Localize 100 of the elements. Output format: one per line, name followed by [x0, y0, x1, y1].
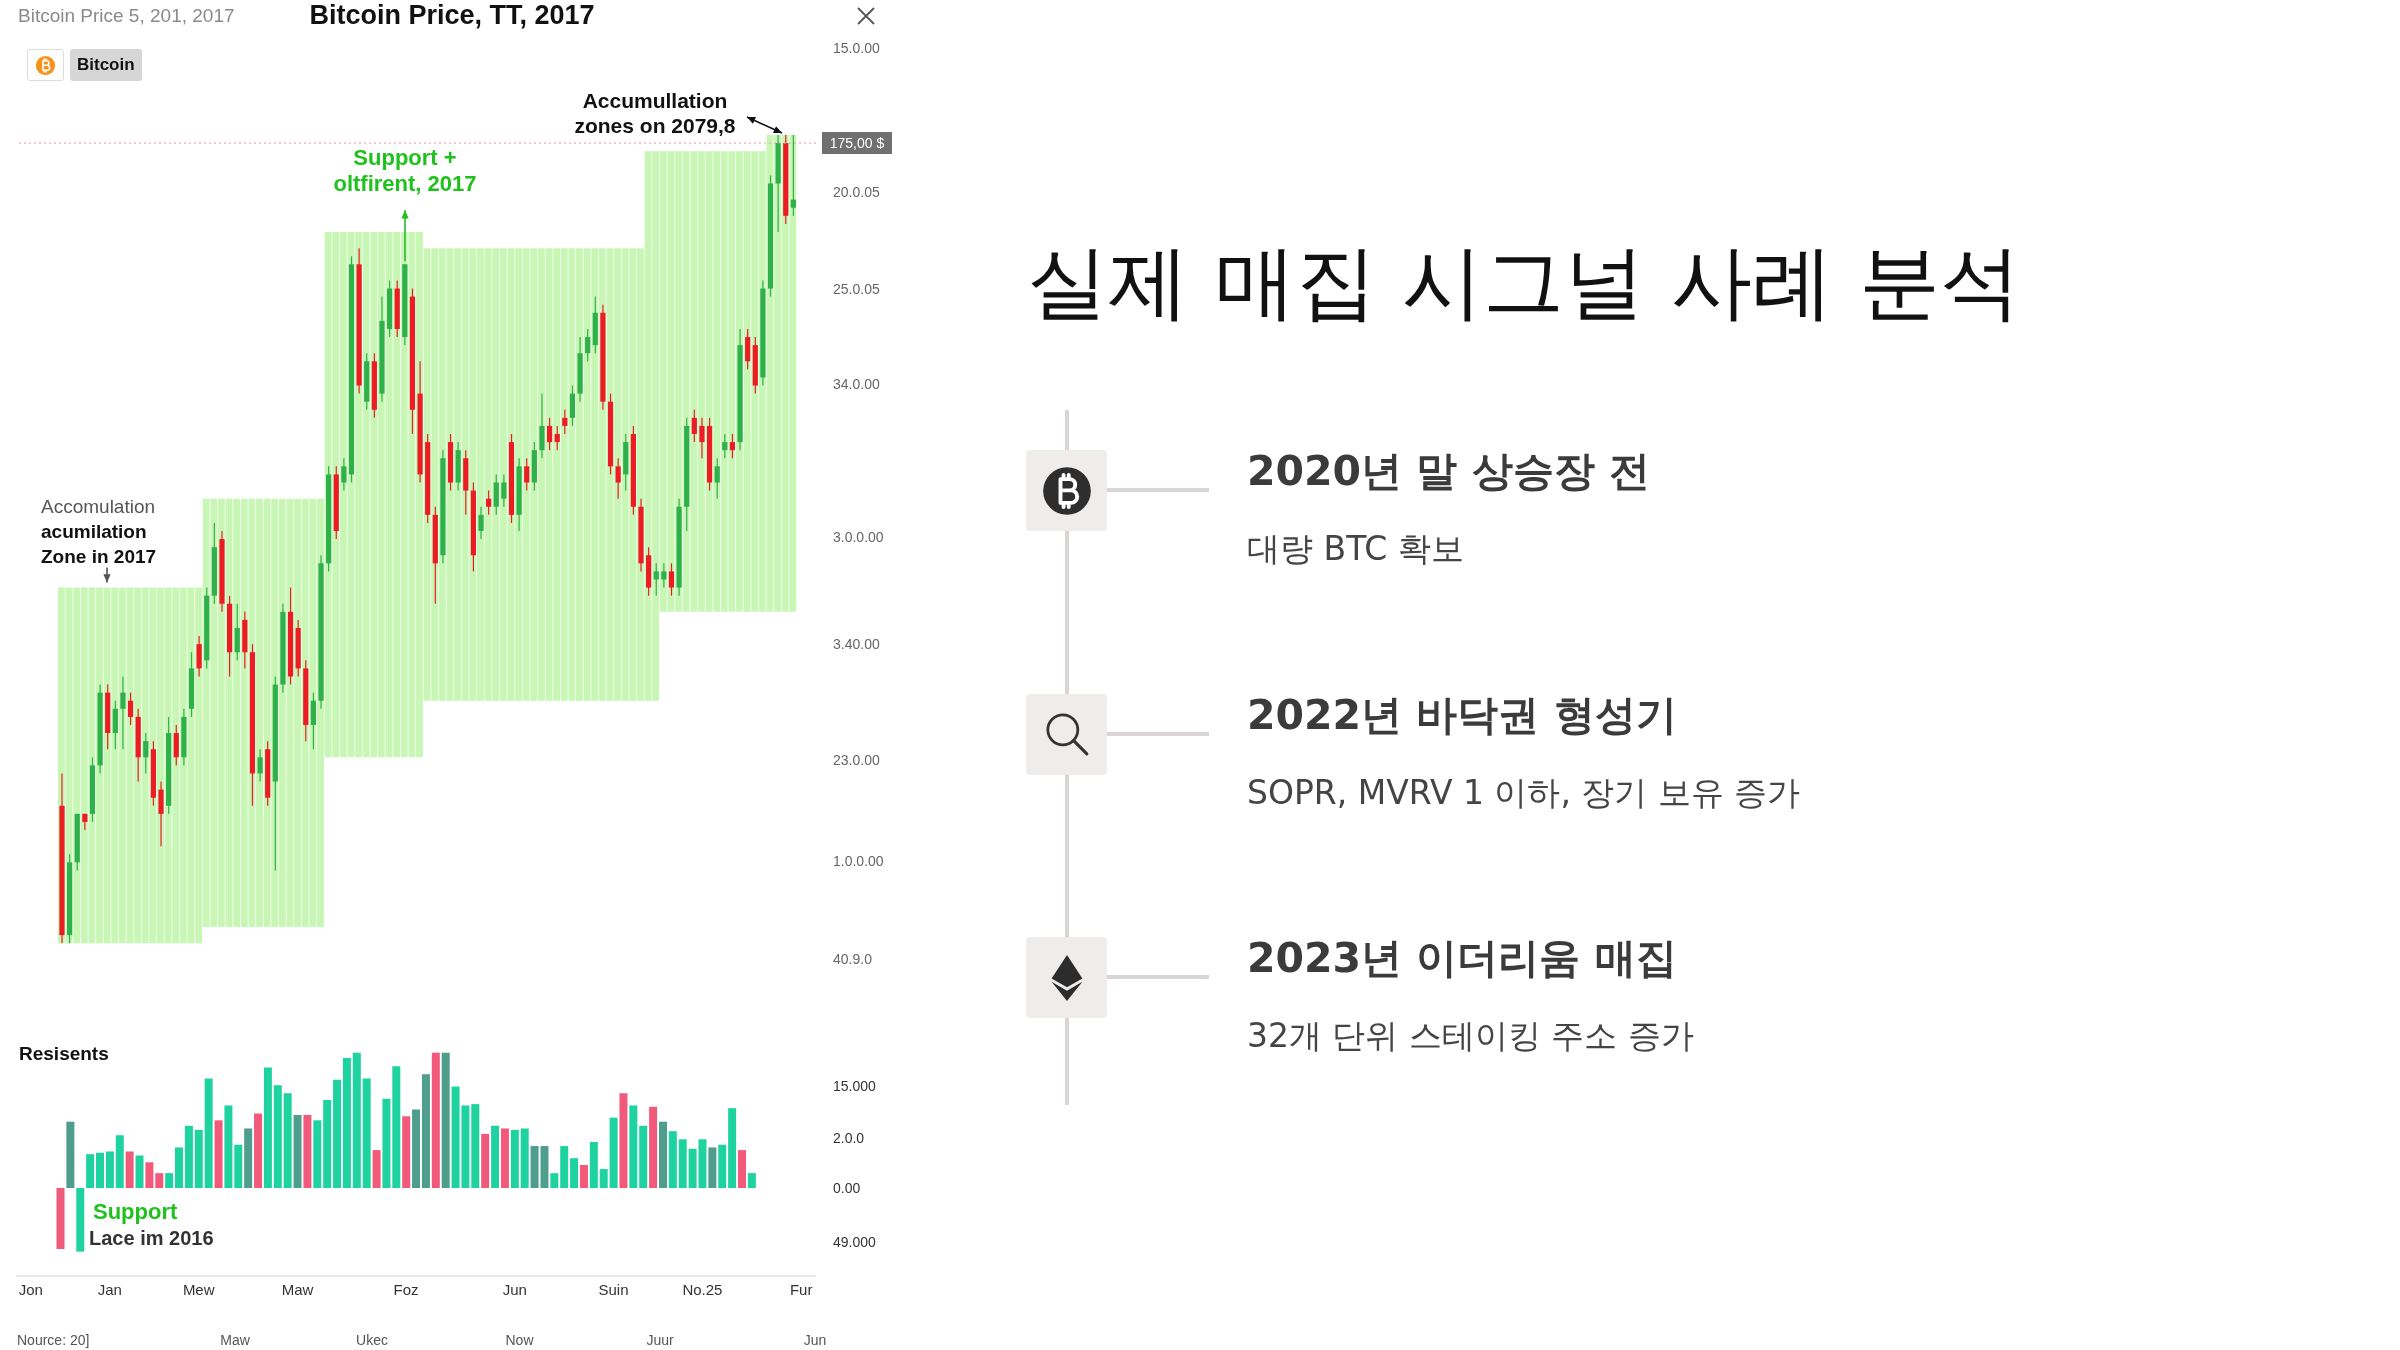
chart-subtitle: Bitcoin Price 5, 201, 2017: [18, 5, 235, 26]
text: 49.000: [833, 1234, 877, 1250]
bar: [155, 1173, 164, 1189]
candlestick: [722, 433, 728, 459]
annotation: Support + oltfirent, 2017: [333, 144, 477, 196]
annotation: Accomulation acumilation Zone in 2017: [41, 495, 157, 567]
bar: [560, 1146, 569, 1189]
bar: [234, 1144, 243, 1189]
candlestick: [120, 675, 126, 750]
candlestick: [341, 457, 347, 492]
candlestick: [668, 562, 675, 597]
bar: [471, 1104, 480, 1189]
bar: [125, 1151, 134, 1189]
bar: [224, 1105, 233, 1189]
bar: [115, 1135, 124, 1189]
x-tick-label: Foz: [393, 1280, 419, 1298]
text: 32개 단위 스테이킹 주소 증가: [1247, 1016, 1694, 1055]
candlestick: [554, 425, 560, 451]
bar: [402, 1116, 411, 1189]
bar: [728, 1108, 737, 1189]
bar: [579, 1165, 588, 1189]
text: Nource: 20]: [17, 1332, 90, 1348]
bar: [313, 1120, 322, 1189]
candlestick: [729, 433, 736, 459]
text: 25.0.05: [833, 281, 880, 297]
candlestick: [524, 457, 530, 492]
candlestick: [143, 732, 149, 775]
text: Bitcoin: [77, 55, 135, 74]
bar: [362, 1078, 371, 1189]
text: 23.0.00: [833, 752, 880, 768]
bar: [412, 1109, 421, 1189]
candlestick: [127, 692, 134, 726]
bar: [135, 1155, 144, 1189]
candlestick: [257, 748, 263, 783]
bar: [194, 1129, 203, 1189]
text: 40.9.0: [833, 951, 873, 967]
bar: [708, 1147, 717, 1189]
bar: [244, 1128, 253, 1189]
text: Maw: [220, 1332, 251, 1348]
text: 대량 BTC 확보: [1247, 529, 1464, 568]
x-tick-label: Fur: [789, 1280, 813, 1298]
bar: [184, 1125, 193, 1189]
bar: [165, 1173, 174, 1189]
text: Juur: [646, 1332, 674, 1348]
bar: [421, 1074, 430, 1189]
bar: [668, 1131, 677, 1189]
bar: [658, 1121, 667, 1189]
text: 2022년 바닥권 형성기: [1247, 690, 1677, 739]
bar: [629, 1105, 638, 1189]
text: 2020년 말 상승장 전: [1247, 447, 1650, 495]
bar: [570, 1158, 579, 1189]
annotation: Support: [93, 1198, 178, 1224]
bar: [510, 1129, 519, 1189]
bar: [550, 1173, 559, 1189]
text: 3.0.0.00: [833, 529, 884, 545]
candlestick: [691, 409, 697, 443]
candlestick: [653, 562, 659, 597]
bar: [382, 1098, 391, 1189]
bar: [718, 1144, 727, 1189]
bar: [96, 1152, 105, 1189]
text: 20.0.05: [833, 184, 880, 200]
text: 15.0.00: [833, 39, 880, 56]
bar: [481, 1133, 490, 1189]
x-tick-label: Jon: [18, 1280, 43, 1298]
annotation: Accumullation zones on 2079,8: [574, 88, 736, 137]
text: 3.40.00: [833, 636, 880, 652]
bar: [254, 1113, 263, 1189]
bar: [283, 1093, 292, 1189]
bar: [175, 1147, 184, 1189]
text: 1.0.0.00: [833, 853, 884, 869]
candlestick: [546, 417, 553, 451]
bar: [431, 1052, 440, 1189]
text: Now: [505, 1332, 535, 1348]
x-tick-label: Jan: [97, 1280, 122, 1298]
bar: [639, 1125, 648, 1189]
bar: [105, 1151, 114, 1189]
bar: [293, 1114, 302, 1189]
bar: [303, 1114, 312, 1189]
bar: [204, 1078, 213, 1189]
candlestick: [501, 473, 507, 508]
bar: [737, 1150, 746, 1189]
text: 175,00 $: [829, 135, 885, 151]
text: 0.00: [833, 1180, 861, 1196]
text: Ukec: [356, 1332, 388, 1348]
bar: [441, 1052, 450, 1189]
text: 2023년 이더리움 매집: [1247, 934, 1677, 982]
bar: [263, 1067, 272, 1189]
bar: [86, 1154, 95, 1189]
bar: [342, 1058, 351, 1189]
candlestick: [661, 562, 667, 589]
bar: [520, 1128, 529, 1189]
bar: [66, 1121, 75, 1189]
bar: [491, 1125, 500, 1189]
text: Jun: [803, 1332, 827, 1348]
bar: [145, 1162, 154, 1189]
x-tick-label: Maw: [281, 1280, 314, 1298]
bar: [599, 1169, 608, 1189]
x-tick-label: Mew: [182, 1280, 215, 1298]
chart-title: Resisents: [19, 1043, 109, 1064]
candlestick: [478, 506, 484, 540]
